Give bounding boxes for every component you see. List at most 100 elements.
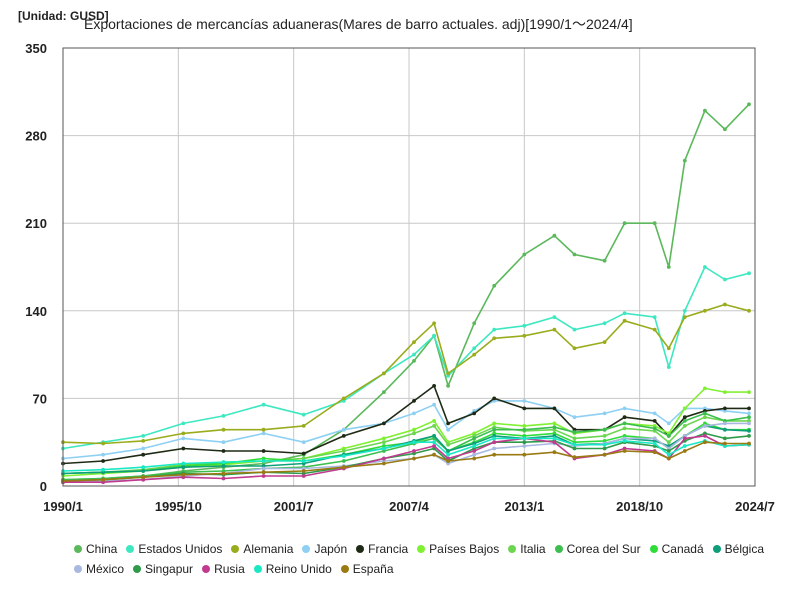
series-espa-a [61, 440, 751, 483]
data-point [652, 315, 657, 319]
data-point [652, 426, 657, 431]
x-tick-label: 2013/1 [504, 499, 544, 514]
data-point [522, 424, 527, 428]
legend: China Estados Unidos Alemania Japón Francia P… [74, 542, 790, 582]
data-point [492, 427, 497, 432]
data-point [703, 411, 707, 416]
data-point [432, 452, 436, 457]
data-point [412, 431, 416, 436]
data-point [472, 456, 477, 461]
data-point [682, 444, 687, 448]
legend-item: Reino Unido [253, 562, 332, 576]
data-point [412, 449, 416, 453]
data-point [412, 340, 416, 344]
series-alemania [61, 302, 751, 446]
data-point [522, 452, 527, 457]
data-point [446, 371, 450, 376]
legend-label: Japón [314, 542, 348, 556]
data-point [522, 440, 527, 445]
data-point [492, 421, 497, 426]
data-point [522, 436, 527, 441]
legend-item: Rusia [202, 562, 245, 576]
data-point [101, 477, 105, 482]
data-point [572, 455, 577, 460]
data-point [666, 452, 671, 457]
data-point [522, 252, 527, 257]
data-point [522, 333, 527, 338]
data-point [652, 450, 657, 455]
data-point [382, 461, 386, 466]
data-point [181, 461, 186, 466]
data-point [261, 402, 266, 407]
data-point [703, 415, 707, 420]
data-point [747, 421, 751, 426]
data-point [432, 321, 436, 326]
data-point [382, 390, 386, 394]
y-tick-label: 280 [25, 129, 47, 144]
legend-item: Italia [508, 542, 546, 556]
legend-item: Corea del Sur [554, 542, 641, 556]
data-point [602, 452, 607, 457]
data-point [622, 449, 627, 453]
data-point [602, 439, 607, 443]
unit-label: [Unidad: GUSD] [18, 9, 109, 23]
data-point [432, 333, 436, 338]
data-point [432, 402, 436, 407]
data-point [552, 315, 557, 319]
data-point [747, 415, 751, 420]
data-point [492, 446, 497, 451]
data-point [602, 442, 607, 447]
data-point [652, 441, 657, 446]
legend-label: Francia [368, 542, 409, 556]
data-point [412, 411, 416, 416]
data-point [522, 399, 527, 403]
legend-label: Países Bajos [429, 542, 500, 556]
legend-label: Canadá [661, 542, 704, 556]
legend-item: Francia [356, 542, 408, 556]
data-point [432, 440, 436, 445]
plot-frame [62, 47, 756, 487]
data-point [492, 396, 497, 401]
data-point [747, 429, 751, 433]
data-point [301, 459, 306, 463]
data-point [723, 436, 727, 441]
legend-label: Estados Unidos [138, 542, 223, 556]
legend-marker [74, 565, 82, 573]
data-point [666, 365, 671, 369]
data-point [666, 265, 671, 269]
data-point [723, 427, 727, 432]
data-point [341, 454, 346, 458]
data-point [572, 430, 577, 435]
data-point [221, 471, 226, 476]
y-tick-label: 210 [25, 216, 47, 231]
data-point [572, 346, 577, 351]
data-point [181, 431, 186, 436]
legend-label: Alemania [243, 542, 294, 556]
data-point [221, 476, 226, 481]
legend-marker [133, 565, 142, 573]
data-point [141, 469, 146, 473]
data-point [492, 327, 497, 332]
data-point [446, 452, 450, 457]
data-point [652, 411, 657, 416]
data-point [382, 436, 386, 441]
legend-label: Italia [520, 542, 546, 556]
data-point [747, 308, 751, 313]
legend-marker [649, 545, 658, 553]
data-point [301, 469, 306, 473]
legend-item: Alemania [231, 542, 293, 556]
data-point [446, 449, 450, 453]
data-point [412, 427, 416, 432]
chart-title: Exportaciones de mercancías aduaneras(Ma… [84, 16, 633, 32]
data-point [602, 340, 607, 344]
data-point [703, 434, 707, 438]
data-point [341, 434, 346, 438]
legend-item: Japón [302, 542, 347, 556]
data-point [572, 442, 577, 447]
data-point [301, 440, 306, 445]
data-point [552, 436, 557, 441]
data-point [622, 421, 627, 426]
x-tick-label: 2001/7 [274, 499, 314, 514]
data-point [682, 436, 687, 441]
data-point [261, 470, 266, 475]
